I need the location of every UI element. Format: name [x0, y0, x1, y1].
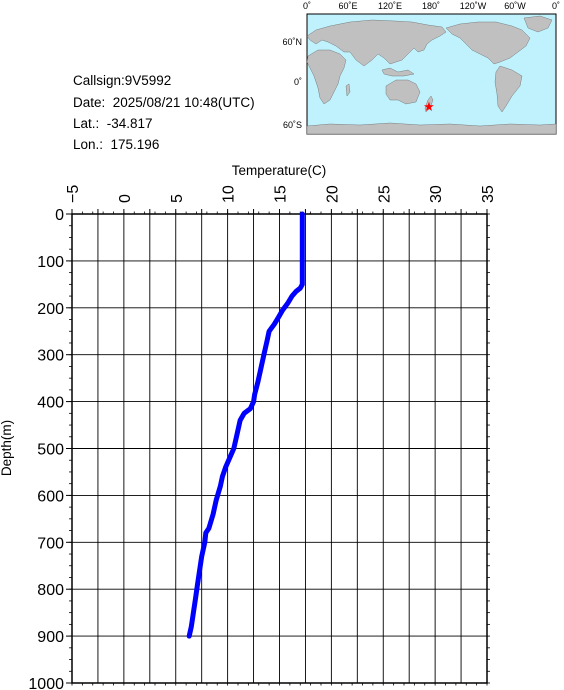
longitude-label: Lon.: 175.196 — [73, 137, 160, 152]
chart-ticks — [66, 209, 490, 686]
map-top-ticks: 0˚ 60˚E 120˚E 180˚ 120˚W 60˚W 0˚ — [303, 1, 560, 11]
plot-frame — [71, 213, 488, 684]
map-marker-star: ★ — [423, 99, 435, 114]
latitude-label: Lat.: -34.817 — [73, 116, 153, 131]
temperature-profile-line — [186, 211, 305, 639]
y-tick-label: 100 — [37, 254, 64, 271]
chart-grid — [71, 213, 488, 684]
x-tick-label: 30 — [428, 185, 445, 203]
y-tick-label: 300 — [37, 348, 64, 365]
map-lon-tick: 60˚E — [338, 1, 357, 11]
map-land — [306, 15, 557, 135]
x-tick-label: 0 — [117, 194, 134, 203]
y-tick-label: 800 — [37, 582, 64, 599]
x-axis-title: Temperature(C) — [232, 163, 327, 178]
y-axis-title: Depth(m) — [0, 420, 14, 476]
x-tick-label: 20 — [324, 185, 341, 203]
x-tick-label: 10 — [221, 185, 238, 203]
y-tick-label: 1000 — [28, 676, 64, 690]
world-map: ★ 0˚ 60˚E 120˚E 180˚ 120˚W 60˚W 0˚ 60˚N … — [282, 1, 560, 135]
x-tick-label: 35 — [480, 185, 497, 203]
map-lat-ticks: 60˚N 0˚ 60˚S — [282, 37, 302, 130]
callsign-label: Callsign:9V5992 — [73, 73, 172, 88]
date-label: Date: 2025/08/21 10:48(UTC) — [73, 95, 255, 110]
x-tick-label: 25 — [376, 185, 393, 203]
y-tick-label: 900 — [37, 629, 64, 646]
y-tick-label: 200 — [37, 301, 64, 318]
x-tick-labels: −5 0 5 10 15 20 25 30 35 — [65, 185, 497, 203]
y-tick-labels: 0 100 200 300 400 500 600 700 800 900 1000 — [28, 207, 64, 690]
map-lon-tick: 0˚ — [303, 1, 311, 11]
map-lon-tick: 120˚W — [460, 1, 487, 11]
y-tick-label: 400 — [37, 395, 64, 412]
map-lat-tick: 0˚ — [294, 77, 302, 87]
x-tick-label: −5 — [65, 185, 82, 203]
map-lat-tick: 60˚N — [282, 37, 302, 47]
map-lat-tick: 60˚S — [283, 120, 302, 130]
map-lon-tick: 120˚E — [378, 1, 402, 11]
map-lon-tick: 0˚ — [552, 1, 560, 11]
map-lon-tick: 60˚W — [504, 1, 526, 11]
x-tick-label: 5 — [169, 194, 186, 203]
x-tick-label: 15 — [273, 185, 290, 203]
y-tick-label: 0 — [55, 207, 64, 224]
y-tick-label: 600 — [37, 488, 64, 505]
y-tick-label: 500 — [37, 442, 64, 459]
y-tick-label: 700 — [37, 535, 64, 552]
map-lon-tick: 180˚ — [422, 1, 440, 11]
